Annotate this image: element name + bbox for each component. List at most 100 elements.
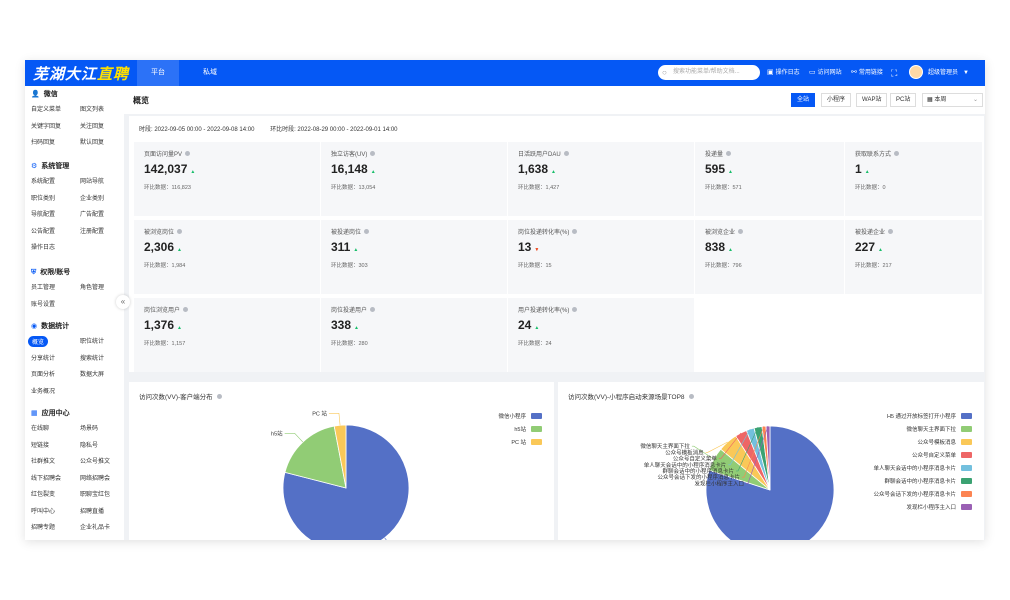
- sidebar-item[interactable]: 账号设置: [31, 301, 56, 308]
- stat-label-text: 被浏览岗位: [144, 230, 175, 236]
- sidebar-item[interactable]: 扫码回复: [31, 140, 56, 146]
- sidebar-item[interactable]: 概览: [28, 336, 49, 347]
- sidebar-item[interactable]: 广告配置: [80, 212, 105, 218]
- legend-item-6[interactable]: 公众号会话下发的小程序消息卡片: [873, 492, 956, 498]
- help-icon[interactable]: [572, 307, 578, 312]
- tab-private-domain[interactable]: 私域: [203, 69, 217, 76]
- legend-swatch-0[interactable]: [531, 413, 542, 419]
- sidebar-item[interactable]: 页面分析: [31, 372, 56, 378]
- pie-slice-2[interactable]: [333, 424, 347, 489]
- sidebar-item[interactable]: 隐私号: [80, 442, 99, 449]
- help-icon[interactable]: [370, 151, 376, 156]
- sidebar-item[interactable]: 招聘直播: [80, 508, 105, 515]
- legend-swatch-0[interactable]: [961, 413, 972, 419]
- sidebar-item[interactable]: 职聊宝红包: [80, 492, 111, 498]
- period-select[interactable]: ▦ 本周 ⌄: [922, 93, 983, 107]
- sidebar-item[interactable]: 场景码: [80, 426, 99, 432]
- legend-item-1[interactable]: h5站: [514, 427, 526, 433]
- sidebar-item[interactable]: 自定义菜单: [31, 107, 62, 113]
- sidebar-item[interactable]: 数据大屏: [80, 372, 105, 378]
- legend-swatch-5[interactable]: [961, 478, 972, 484]
- help-icon[interactable]: [894, 151, 900, 156]
- brand-logo[interactable]: 芜湖大江直聘: [33, 63, 129, 84]
- tab-platform[interactable]: 平台: [137, 60, 179, 86]
- sidebar-item[interactable]: 默认回复: [80, 140, 105, 146]
- help-icon[interactable]: [183, 307, 189, 312]
- sidebar-item[interactable]: 企业礼品卡: [80, 525, 111, 531]
- legend-item-1[interactable]: 微信聊天主界面下拉: [906, 427, 956, 433]
- pie-slice-1[interactable]: [284, 425, 347, 489]
- sidebar-item[interactable]: 线下招聘会: [31, 475, 62, 482]
- help-icon[interactable]: [738, 229, 744, 234]
- common-links-button[interactable]: ⚯ 常用链接: [851, 60, 883, 86]
- legend-item-2[interactable]: 公众号模板消息: [917, 440, 956, 446]
- legend-item-7[interactable]: 发现栏小程序主入口: [906, 505, 956, 511]
- help-icon[interactable]: [888, 229, 894, 234]
- sidebar-item[interactable]: 呼叫中心: [31, 508, 56, 515]
- sidebar-item[interactable]: 公告配置: [31, 228, 56, 235]
- help-icon[interactable]: [177, 229, 183, 234]
- user-menu[interactable]: 超级管理员 ▼: [928, 60, 969, 86]
- filter-pc-site[interactable]: PC站: [890, 93, 917, 107]
- legend-swatch-6[interactable]: [961, 491, 972, 497]
- help-icon[interactable]: [572, 229, 578, 234]
- sidebar-item[interactable]: 公众号推文: [80, 459, 111, 465]
- legend-item-3[interactable]: 公众号自定义菜单: [911, 453, 956, 459]
- help-icon[interactable]: [216, 394, 222, 399]
- fullscreen-icon[interactable]: ⛶: [891, 68, 898, 78]
- filter-all-site[interactable]: 全站: [791, 93, 816, 107]
- collapse-sidebar-icon[interactable]: «: [116, 295, 130, 309]
- operation-log-button[interactable]: ▣ 操作日志: [767, 60, 800, 86]
- legend-swatch-3[interactable]: [961, 452, 972, 458]
- help-icon[interactable]: [364, 229, 370, 234]
- sidebar-item[interactable]: 网络招聘会: [80, 475, 111, 482]
- visit-site-button[interactable]: ▭ 访问网站: [809, 60, 842, 86]
- legend-swatch-1[interactable]: [961, 426, 972, 432]
- trend-up-icon: ▲: [534, 325, 540, 331]
- legend-swatch-2[interactable]: [531, 439, 542, 445]
- sidebar-item[interactable]: 关注回复: [80, 123, 105, 130]
- sidebar-item[interactable]: 招聘专题: [31, 525, 56, 531]
- sidebar-item[interactable]: 网站导航: [80, 179, 105, 185]
- legend-swatch-4[interactable]: [961, 465, 972, 471]
- sidebar-item[interactable]: 关键字回复: [31, 123, 62, 130]
- filter-wap-site[interactable]: WAP站: [856, 93, 888, 107]
- help-icon[interactable]: [563, 151, 569, 156]
- sidebar-item[interactable]: 职位统计: [80, 339, 105, 345]
- help-icon[interactable]: [370, 307, 376, 312]
- help-icon[interactable]: [185, 151, 191, 156]
- sidebar-item[interactable]: 业务概况: [31, 388, 56, 395]
- sidebar-item[interactable]: 社群推文: [31, 459, 56, 465]
- stat-value-number: 1,376: [144, 318, 175, 332]
- sidebar-item[interactable]: 图文列表: [80, 107, 105, 113]
- stat-label-text: 岗位投递转化率(%): [518, 230, 570, 236]
- sidebar-item[interactable]: 企业类别: [80, 195, 105, 202]
- filter-mini-program[interactable]: 小程序: [821, 93, 852, 107]
- sidebar-item[interactable]: 红包裂变: [31, 492, 56, 498]
- stats-panel: 时段: 2022-09-05 00:00 - 2022-09-08 14:00 …: [129, 116, 984, 372]
- pie-slice-0[interactable]: [705, 425, 835, 540]
- sidebar-item[interactable]: 操作日志: [31, 245, 56, 251]
- sidebar-item[interactable]: 在线聊: [31, 426, 50, 432]
- help-icon[interactable]: [688, 394, 694, 399]
- sidebar-item[interactable]: 员工管理: [31, 285, 56, 291]
- legend-item-4[interactable]: 单人聊天会话中的小程序消息卡片: [873, 466, 956, 472]
- sidebar-item[interactable]: 系统配置: [31, 179, 56, 185]
- sidebar-item[interactable]: 职位类别: [31, 195, 56, 202]
- legend-item-5[interactable]: 群聊会话中的小程序消息卡片: [884, 479, 956, 485]
- help-icon[interactable]: [726, 151, 732, 156]
- avatar[interactable]: [909, 65, 923, 79]
- legend-item-0[interactable]: 微信小程序: [498, 414, 526, 420]
- sidebar-item[interactable]: 搜索统计: [80, 355, 105, 362]
- legend-swatch-2[interactable]: [961, 439, 972, 445]
- legend-swatch-1[interactable]: [531, 426, 542, 432]
- legend-swatch-7[interactable]: [961, 504, 972, 510]
- sidebar-item[interactable]: 导航配置: [31, 212, 56, 218]
- legend-item-2[interactable]: PC 站: [511, 440, 526, 446]
- sidebar-item[interactable]: 短链接: [31, 442, 50, 449]
- sidebar-item[interactable]: 角色管理: [80, 285, 105, 291]
- sidebar-item[interactable]: 分享统计: [31, 355, 56, 362]
- legend-item-0[interactable]: H5 通过开放标签打开小程序: [886, 414, 956, 420]
- search-input[interactable]: ○ 搜索功能菜单/帮助文档...: [658, 65, 760, 80]
- sidebar-item[interactable]: 注册配置: [80, 228, 105, 235]
